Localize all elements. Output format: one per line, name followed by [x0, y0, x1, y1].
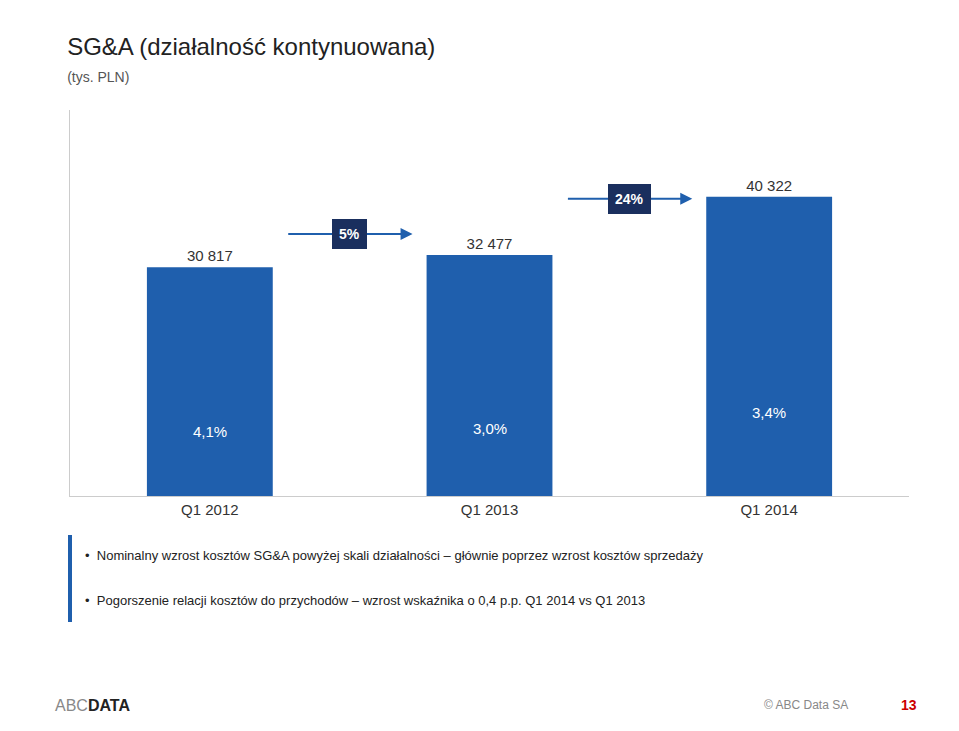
svg-text:30 817: 30 817 — [187, 247, 233, 264]
svg-text:• Nominalny wzrost kosztów SG: • Nominalny wzrost kosztów SG&A powyżej … — [85, 548, 703, 563]
svg-text:SG&A (działalność kontynuowana: SG&A (działalność kontynuowana) — [67, 33, 435, 60]
svg-text:3,0%: 3,0% — [473, 420, 507, 437]
svg-text:4,1%: 4,1% — [193, 423, 227, 440]
svg-text:3,4%: 3,4% — [752, 404, 786, 421]
svg-text:40 322: 40 322 — [746, 177, 792, 194]
svg-text:• Pogorszenie relacji kosztów: • Pogorszenie relacji kosztów do przycho… — [85, 593, 645, 608]
svg-text:32 477: 32 477 — [467, 235, 513, 252]
svg-text:13: 13 — [901, 697, 917, 713]
svg-text:Q1 2014: Q1 2014 — [740, 501, 798, 518]
svg-text:ABCDATA: ABCDATA — [55, 697, 130, 714]
svg-text:© ABC Data SA: © ABC Data SA — [764, 698, 848, 712]
svg-text:5%: 5% — [339, 226, 360, 242]
svg-text:Q1 2013: Q1 2013 — [461, 501, 519, 518]
svg-text:24%: 24% — [615, 191, 644, 207]
svg-text:(tys. PLN): (tys. PLN) — [67, 69, 129, 85]
svg-text:Q1 2012: Q1 2012 — [181, 501, 239, 518]
